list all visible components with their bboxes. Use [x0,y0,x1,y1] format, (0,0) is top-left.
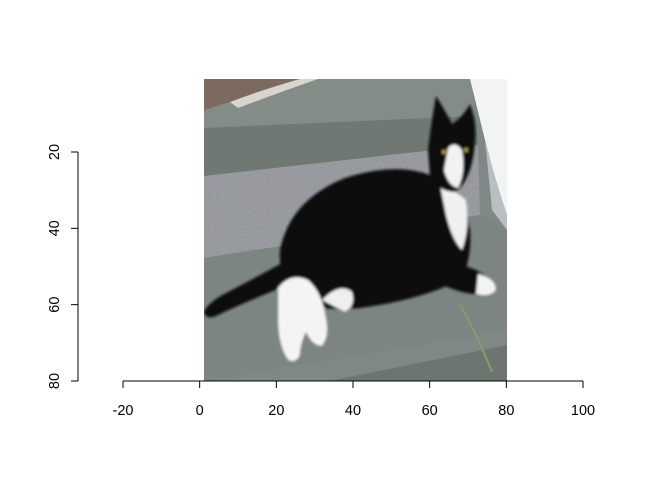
x-axis [122,380,584,388]
x-tick-label: -20 [113,403,134,419]
x-tick-label: 40 [345,403,361,419]
x-tick-label: 20 [268,403,284,419]
x-tick-label: 80 [498,403,514,419]
y-axis [71,151,79,382]
y-tick-labels: 20 40 60 80 [47,144,63,389]
x-tick-label: 0 [196,403,204,419]
x-tick-label: 60 [422,403,438,419]
y-tick-label: 40 [47,220,63,236]
y-tick-label: 20 [47,144,63,160]
x-tick-labels: -20 0 20 40 60 80 100 [113,403,596,419]
cat-photo [204,79,507,381]
x-tick-label: 100 [571,403,595,419]
y-tick-label: 60 [47,297,63,313]
y-tick-label: 80 [47,373,63,389]
